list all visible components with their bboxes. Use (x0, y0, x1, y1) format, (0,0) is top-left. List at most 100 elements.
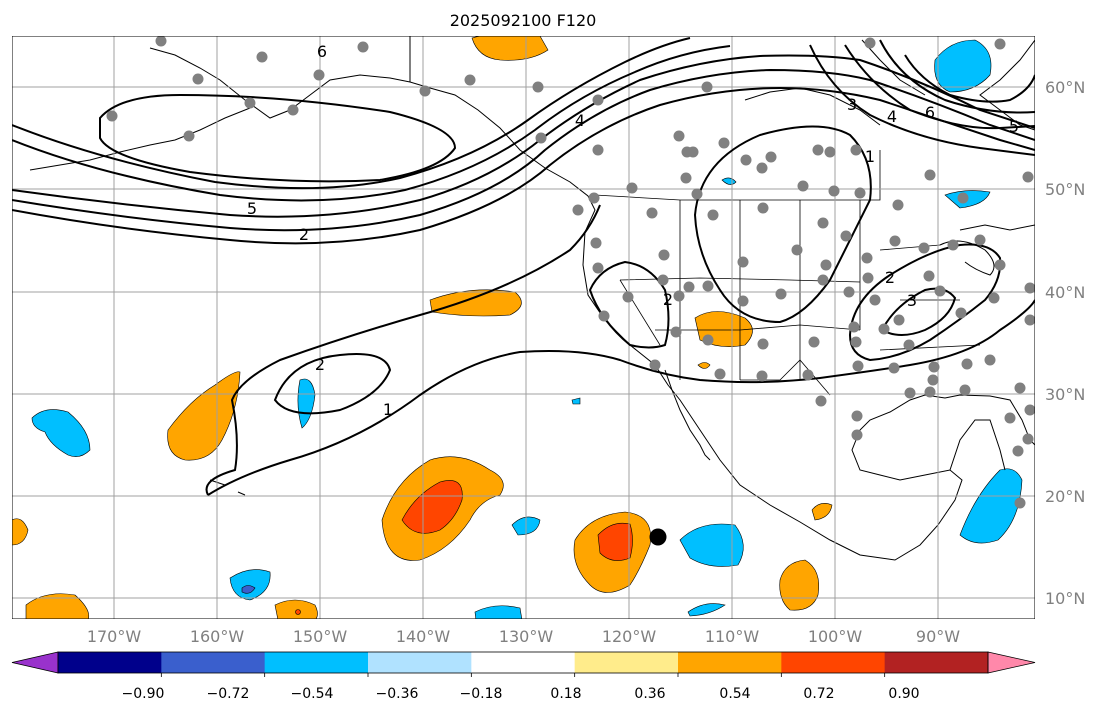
station-dot (680, 172, 692, 184)
lat-label: 50°N (1045, 180, 1085, 199)
contour-lines (12, 37, 1035, 496)
station-dot (924, 169, 936, 181)
station-dot (419, 85, 431, 97)
station-dot (828, 185, 840, 197)
station-dot (287, 104, 299, 116)
lon-label: 170°W (87, 627, 142, 646)
lon-label: 150°W (293, 627, 348, 646)
map-title: 2025092100 F120 (450, 11, 597, 30)
station-dot (851, 429, 863, 441)
station-dot (861, 252, 873, 264)
station-dot (702, 334, 714, 346)
latitude-labels: 60°N 50°N 40°N 30°N 20°N 10°N (1045, 78, 1085, 608)
contour-label: 2 (315, 355, 325, 374)
station-dot (775, 288, 787, 300)
station-dot (757, 202, 769, 214)
contour-label: 4 (887, 107, 897, 126)
station-dot (840, 230, 852, 242)
colorbar-swatch (58, 652, 162, 673)
station-dot (878, 323, 890, 335)
lon-label: 100°W (808, 627, 863, 646)
station-dot (714, 368, 726, 380)
station-dot (681, 146, 693, 158)
lon-label: 160°W (190, 627, 245, 646)
station-dot (850, 144, 862, 156)
station-markers (106, 36, 1035, 509)
colorbar-extend-min (11, 651, 59, 674)
station-dot (927, 374, 939, 386)
station-dot (740, 154, 752, 166)
lon-label: 120°W (602, 627, 657, 646)
station-dot (848, 321, 860, 333)
lat-label: 30°N (1045, 385, 1085, 404)
station-dot (851, 410, 863, 422)
station-dot (598, 310, 610, 322)
colorbar-swatch (574, 652, 679, 673)
station-dot (256, 51, 268, 63)
station-dot (673, 290, 685, 302)
colorbar-swatch (264, 652, 369, 673)
station-dot (592, 144, 604, 156)
station-dot (1014, 382, 1026, 394)
station-dot (889, 235, 901, 247)
station-dot (984, 354, 996, 366)
station-dot (988, 292, 1000, 304)
colorbar-label: −0.18 (460, 686, 503, 702)
station-dot (626, 182, 638, 194)
map-panel: 6 5 4 2 2 1 2 3 6 4 5 1 3 2 (12, 36, 1035, 619)
station-dot (928, 361, 940, 373)
station-dot (918, 242, 930, 254)
station-dot (817, 274, 829, 286)
lat-label: 10°N (1045, 589, 1085, 608)
station-dot (791, 244, 803, 256)
contour-labels: 6 5 4 2 2 1 2 3 6 4 5 1 3 2 (247, 42, 1019, 419)
colorbar-swatch (471, 652, 576, 673)
colorbar-label: −0.90 (122, 686, 165, 702)
station-dot (864, 37, 876, 49)
station-dot (923, 270, 935, 282)
station-dot (824, 146, 836, 158)
station-dot (701, 81, 713, 93)
station-dot (994, 259, 1006, 271)
station-dot (888, 362, 900, 374)
contour-label: 6 (925, 103, 935, 122)
station-dot (994, 38, 1006, 50)
station-dot (904, 387, 916, 399)
station-dot (357, 41, 369, 53)
colorbar-swatch (678, 652, 782, 673)
colorbar (11, 651, 1036, 677)
station-dot (765, 151, 777, 163)
station-dot (683, 281, 695, 293)
colorbar-frame (57, 651, 989, 674)
station-dot (702, 280, 714, 292)
station-dot (183, 130, 195, 142)
lat-label: 60°N (1045, 78, 1085, 97)
station-dot (892, 199, 904, 211)
colorbar-label: 0.54 (719, 686, 750, 702)
station-dot (244, 97, 256, 109)
station-dot (850, 336, 862, 348)
colorbar-label: −0.72 (207, 686, 250, 702)
colorbar-label: 0.72 (803, 686, 834, 702)
contour-label: 5 (247, 199, 257, 218)
station-dot (464, 74, 476, 86)
lat-label: 40°N (1045, 283, 1085, 302)
station-dot (657, 274, 669, 286)
graticule (12, 36, 1035, 619)
station-dot (957, 192, 969, 204)
lon-label: 140°W (396, 627, 451, 646)
colorbar-label: −0.36 (376, 686, 419, 702)
colorbar-label: 0.90 (888, 686, 919, 702)
station-dot (707, 209, 719, 221)
station-dot (622, 291, 634, 303)
anomaly-shading (12, 36, 1023, 619)
station-dot (658, 249, 670, 261)
station-dot (1012, 445, 1024, 457)
station-dot (961, 358, 973, 370)
station-dot (313, 69, 325, 81)
station-dot (588, 192, 600, 204)
colorbar-label: 0.36 (634, 686, 665, 702)
station-dot (903, 339, 915, 351)
station-dot (812, 144, 824, 156)
station-dot (1022, 171, 1034, 183)
